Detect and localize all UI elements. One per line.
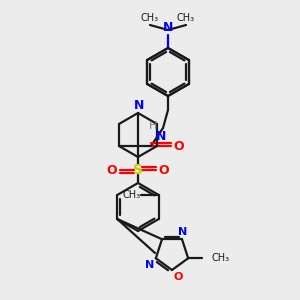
Text: O: O: [159, 164, 169, 176]
Text: CH₃: CH₃: [211, 253, 229, 263]
Text: O: O: [174, 140, 184, 152]
Text: O: O: [174, 272, 183, 282]
Text: O: O: [107, 164, 117, 176]
Text: H: H: [149, 121, 157, 131]
Text: S: S: [133, 163, 143, 177]
Text: N: N: [134, 99, 144, 112]
Text: N: N: [163, 21, 173, 34]
Text: CH₃: CH₃: [141, 13, 159, 23]
Text: N: N: [178, 227, 188, 237]
Text: N: N: [145, 260, 154, 270]
Text: CH₃: CH₃: [123, 190, 141, 200]
Text: N: N: [156, 130, 166, 143]
Text: CH₃: CH₃: [177, 13, 195, 23]
